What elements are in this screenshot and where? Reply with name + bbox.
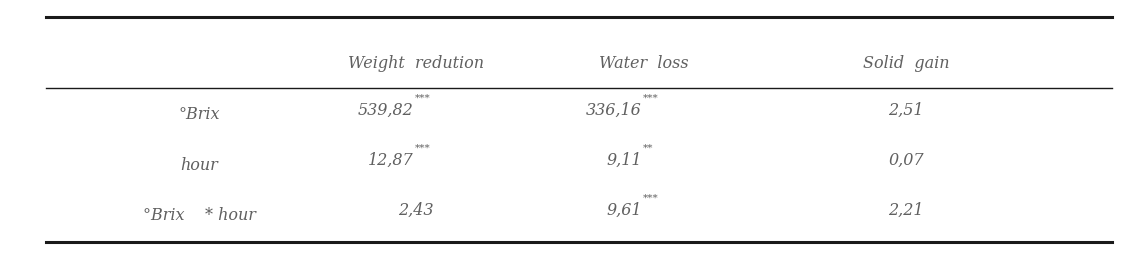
- Text: 539,82: 539,82: [358, 102, 414, 119]
- Text: 9,11: 9,11: [606, 152, 642, 169]
- Text: 9,61: 9,61: [606, 202, 642, 219]
- Text: 2,43: 2,43: [398, 202, 434, 219]
- Text: Weight  redution: Weight redution: [348, 55, 484, 72]
- Text: 2,21: 2,21: [888, 202, 925, 219]
- Text: 336,16: 336,16: [586, 102, 642, 119]
- Text: 2,51: 2,51: [888, 102, 925, 119]
- Text: °Brix    * hour: °Brix * hour: [142, 207, 256, 224]
- Text: ***: ***: [415, 143, 431, 153]
- Text: ***: ***: [643, 194, 659, 203]
- Text: 12,87: 12,87: [368, 152, 414, 169]
- Text: °Brix: °Brix: [179, 106, 220, 123]
- Text: **: **: [643, 143, 653, 153]
- Text: Solid  gain: Solid gain: [863, 55, 950, 72]
- Text: ***: ***: [643, 93, 659, 102]
- Text: Water  loss: Water loss: [600, 55, 689, 72]
- Text: 0,07: 0,07: [888, 152, 925, 169]
- Text: hour: hour: [180, 157, 219, 173]
- Text: ***: ***: [415, 93, 431, 102]
